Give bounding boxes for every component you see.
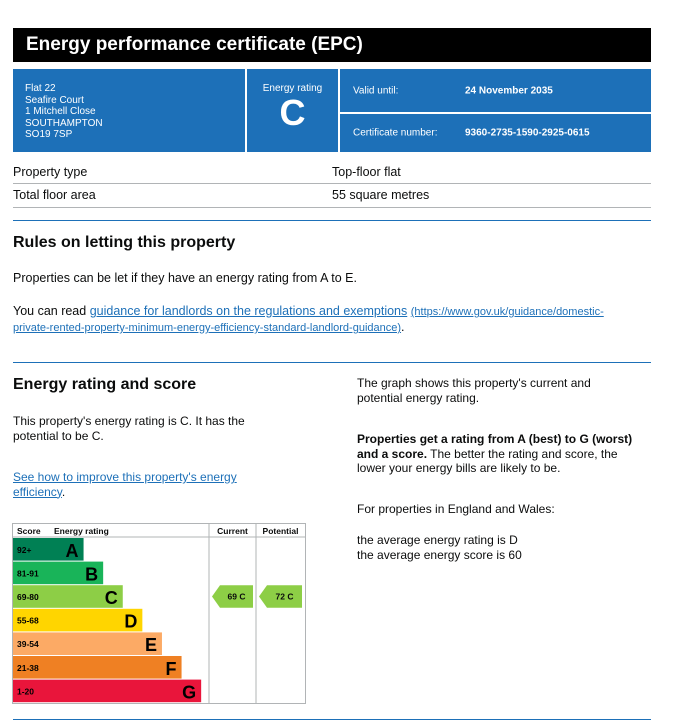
floor-area-value: 55 square metres (332, 188, 430, 202)
band-range-label: 69-80 (17, 592, 39, 602)
address-line: 1 Mitchell Close (25, 106, 96, 117)
improve-link-cont[interactable]: efficiency (13, 484, 62, 499)
rating-band-d (13, 608, 143, 632)
graph-description-line: The graph shows this property's current … (357, 376, 591, 390)
improve-suffix: . (61, 484, 66, 499)
average-rating: the average energy rating is D (357, 533, 518, 547)
rating-band-e (13, 632, 162, 655)
chart-header-potential: Potential (263, 526, 299, 536)
divider (13, 183, 651, 184)
band-letter-label: C (105, 588, 118, 608)
property-type-value: Top-floor flat (332, 165, 401, 179)
current-rating-arrow (212, 585, 253, 608)
england-wales-label: For properties in England and Wales: (357, 502, 555, 516)
graph-description-line: potential energy rating. (357, 390, 480, 405)
rating-band-g (13, 679, 202, 703)
floor-area-label: Total floor area (13, 188, 96, 202)
score-text: This property's energy rating is C. It h… (13, 414, 245, 443)
band-range-label: 39-54 (17, 639, 39, 649)
property-type-label: Property type (13, 165, 88, 179)
score-text-line: potential to be C. (13, 428, 104, 443)
rating-explanation-bold: Properties get a rating from A (best) to… (357, 432, 633, 446)
chart-header-rating: Energy rating (54, 526, 109, 536)
page-title: Energy performance certificate (EPC) (13, 28, 651, 62)
current-rating-label: 69 C (228, 592, 246, 602)
energy-rating-chart: Score Energy rating Current Potential 92+ A 81… (12, 523, 306, 704)
band-letter-label: F (166, 659, 177, 679)
energy-rating-box: Energy rating C (247, 69, 338, 152)
property-address: Flat 22 Seafire Court 1 Mitchell Close S… (13, 69, 245, 152)
score-heading: Energy rating and score (13, 376, 197, 393)
band-letter-label: B (85, 564, 98, 584)
section-divider (13, 220, 651, 221)
band-letter-label: E (145, 635, 157, 655)
certificate-number-value: 9360-2735-1590-2925-0615 (465, 127, 590, 139)
guidance-paragraph: You can read guidance for landlords on t… (13, 304, 653, 336)
chart-header-current: Current (217, 526, 248, 536)
rules-text: Properties can be let if they have an en… (13, 271, 357, 285)
band-letter-label: G (182, 682, 196, 702)
graph-description: The graph shows this property's current … (357, 376, 591, 405)
rating-band-c (13, 585, 123, 608)
section-divider (13, 719, 651, 720)
guidance-url-link[interactable]: (https://www.gov.uk/guidance/domestic- (410, 306, 604, 318)
averages: the average energy rating is D the avera… (357, 533, 522, 562)
band-range-label: 1-20 (17, 686, 34, 696)
guidance-url-link-cont[interactable]: private-rented-property-minimum-energy-e… (13, 322, 402, 334)
rating-explanation-text-2: lower your energy bills are likely to be… (357, 461, 561, 475)
rating-explanation: Properties get a rating from A (best) to… (357, 432, 632, 476)
certificate-number-label: Certificate number: (353, 127, 438, 139)
potential-rating-label: 72 C (276, 592, 294, 602)
guidance-suffix: . (401, 320, 405, 334)
band-letter-label: A (66, 541, 79, 561)
energy-rating-label: Energy rating (262, 83, 323, 94)
band-letter-label: D (124, 612, 137, 632)
address-line: Seafire Court (25, 94, 84, 106)
section-divider (13, 362, 651, 363)
valid-until-label: Valid until: (353, 85, 399, 96)
address-line: SOUTHAMPTON (25, 117, 103, 129)
rating-band-b (13, 561, 104, 585)
rules-heading: Rules on letting this property (13, 234, 236, 251)
band-range-label: 21-38 (17, 663, 39, 673)
guidance-link[interactable]: guidance for landlords on the regulation… (89, 304, 408, 318)
average-score: the average energy score is 60 (357, 547, 522, 562)
address-line: SO19 7SP (25, 129, 73, 140)
band-range-label: 81-91 (17, 568, 39, 578)
valid-until-row: Valid until: 24 November 2035 (340, 69, 651, 112)
certificate-number-row: Certificate number: 9360-2735-1590-2925-… (340, 114, 651, 152)
band-range-label: 92+ (17, 545, 31, 555)
band-range-label: 55-68 (17, 616, 39, 626)
potential-rating-arrow (259, 585, 302, 608)
valid-until-value: 24 November 2035 (465, 85, 553, 96)
rating-band-f (13, 656, 182, 679)
divider (13, 207, 651, 208)
chart-header-score: Score (17, 526, 41, 536)
energy-rating-chart-svg: Score Energy rating Current Potential 92+ A 81… (13, 524, 305, 703)
guidance-prefix: You can read (13, 304, 90, 318)
rating-explanation-text: The better the rating and score, the (427, 446, 618, 461)
energy-rating-value: C (279, 92, 306, 133)
rating-band-a (13, 538, 84, 561)
address-line: Flat 22 (25, 83, 56, 94)
improve-paragraph: See how to improve this property's energ… (13, 470, 237, 499)
rating-explanation-bold-2: and a score. (357, 446, 428, 461)
improve-link[interactable]: See how to improve this property's energ… (13, 470, 237, 484)
score-text-line: This property's energy rating is C. It h… (13, 414, 245, 428)
